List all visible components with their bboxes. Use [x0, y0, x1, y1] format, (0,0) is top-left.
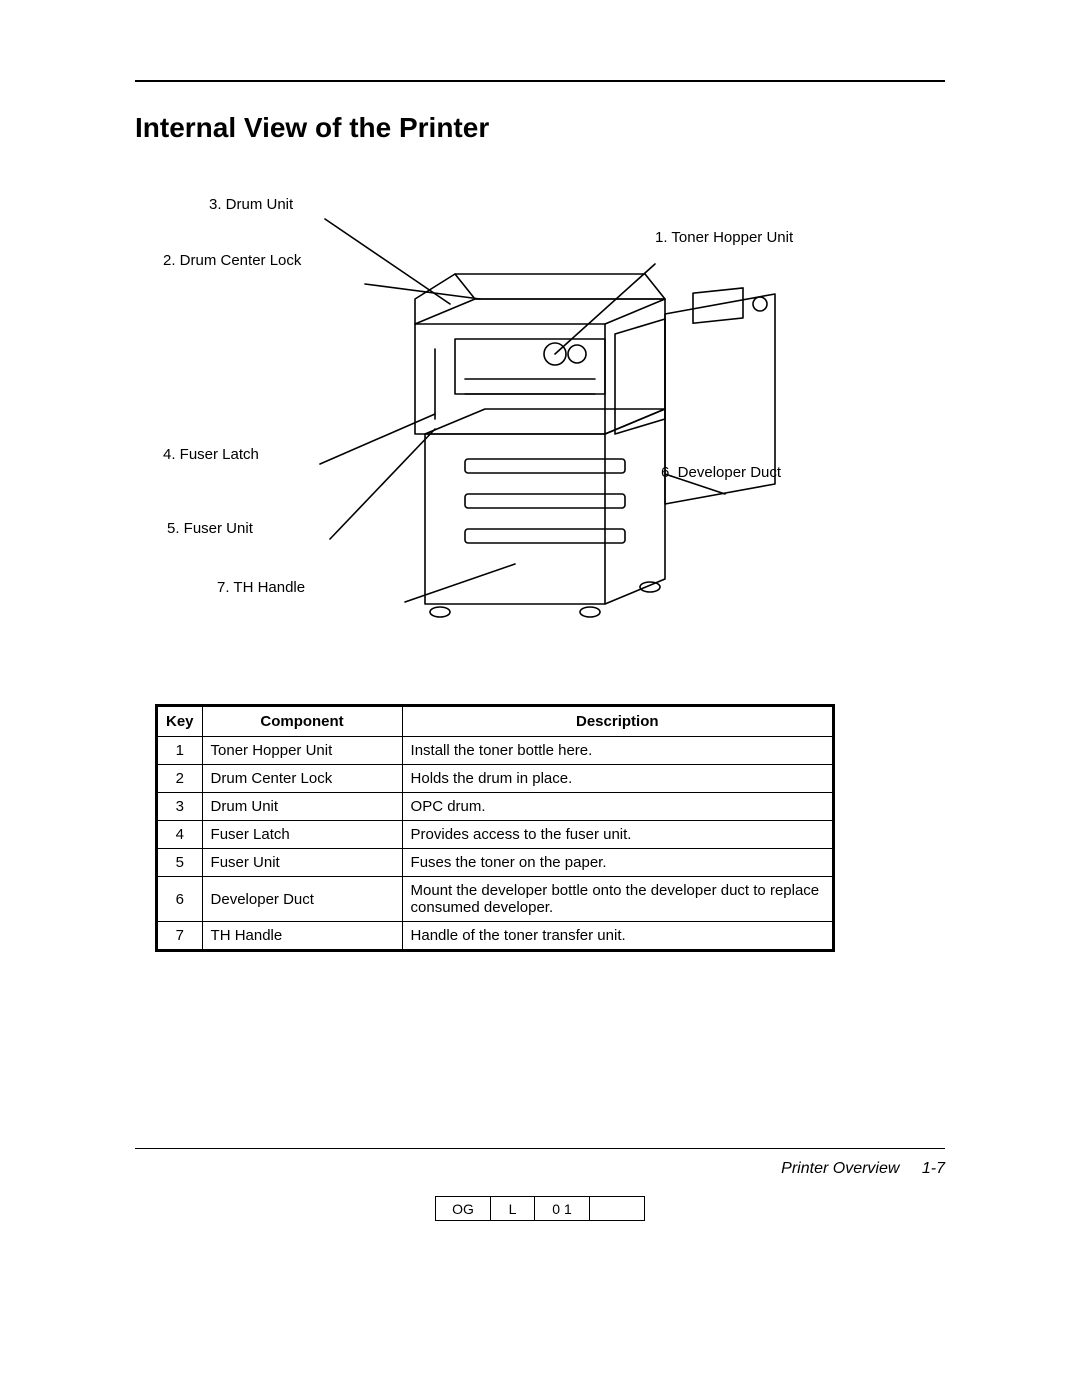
footer-box: OG — [436, 1197, 491, 1221]
cell-comp: Developer Duct — [202, 877, 402, 922]
cell-comp: Fuser Latch — [202, 821, 402, 849]
cell-desc: Mount the developer bottle onto the deve… — [402, 877, 833, 922]
cell-comp: Drum Unit — [202, 793, 402, 821]
cell-key: 2 — [157, 765, 203, 793]
col-description: Description — [402, 706, 833, 737]
cell-desc: Handle of the toner transfer unit. — [402, 922, 833, 951]
cell-desc: Install the toner bottle here. — [402, 737, 833, 765]
footer-box: 0 1 — [535, 1197, 590, 1221]
footer-boxes: OG L 0 1 — [435, 1196, 645, 1221]
table-row: 2 Drum Center Lock Holds the drum in pla… — [157, 765, 834, 793]
table-row: 4 Fuser Latch Provides access to the fus… — [157, 821, 834, 849]
col-component: Component — [202, 706, 402, 737]
page-footer: Printer Overview 1-7 — [0, 1160, 945, 1178]
cell-comp: Toner Hopper Unit — [202, 737, 402, 765]
footer-box — [590, 1197, 645, 1221]
printer-icon — [305, 204, 785, 634]
table-row: 1 Toner Hopper Unit Install the toner bo… — [157, 737, 834, 765]
cell-key: 6 — [157, 877, 203, 922]
table-row: 6 Developer Duct Mount the developer bot… — [157, 877, 834, 922]
callout-4: 4. Fuser Latch — [163, 446, 259, 463]
cell-desc: Fuses the toner on the paper. — [402, 849, 833, 877]
components-table: Key Component Description 1 Toner Hopper… — [155, 704, 835, 952]
page-title: Internal View of the Printer — [135, 112, 945, 144]
table-header-row: Key Component Description — [157, 706, 834, 737]
bottom-rule — [135, 1148, 945, 1149]
cell-key: 1 — [157, 737, 203, 765]
cell-comp: Fuser Unit — [202, 849, 402, 877]
cell-key: 5 — [157, 849, 203, 877]
callout-3: 3. Drum Unit — [209, 196, 293, 213]
printer-diagram: 1. Toner Hopper Unit 2. Drum Center Lock… — [155, 174, 855, 644]
callout-6: 6. Developer Duct — [661, 464, 781, 481]
cell-comp: Drum Center Lock — [202, 765, 402, 793]
footer-section: Printer Overview — [781, 1160, 899, 1177]
table-row: 5 Fuser Unit Fuses the toner on the pape… — [157, 849, 834, 877]
footer-page: 1-7 — [922, 1160, 945, 1177]
cell-desc: Provides access to the fuser unit. — [402, 821, 833, 849]
col-key: Key — [157, 706, 203, 737]
cell-desc: Holds the drum in place. — [402, 765, 833, 793]
cell-comp: TH Handle — [202, 922, 402, 951]
cell-desc: OPC drum. — [402, 793, 833, 821]
callout-1: 1. Toner Hopper Unit — [655, 229, 793, 246]
callout-5: 5. Fuser Unit — [167, 520, 253, 537]
footer-box: L — [491, 1197, 535, 1221]
callout-7: 7. TH Handle — [217, 579, 305, 596]
table-row: 7 TH Handle Handle of the toner transfer… — [157, 922, 834, 951]
top-rule — [135, 80, 945, 82]
callout-2: 2. Drum Center Lock — [163, 252, 301, 269]
cell-key: 3 — [157, 793, 203, 821]
table-row: 3 Drum Unit OPC drum. — [157, 793, 834, 821]
cell-key: 4 — [157, 821, 203, 849]
cell-key: 7 — [157, 922, 203, 951]
